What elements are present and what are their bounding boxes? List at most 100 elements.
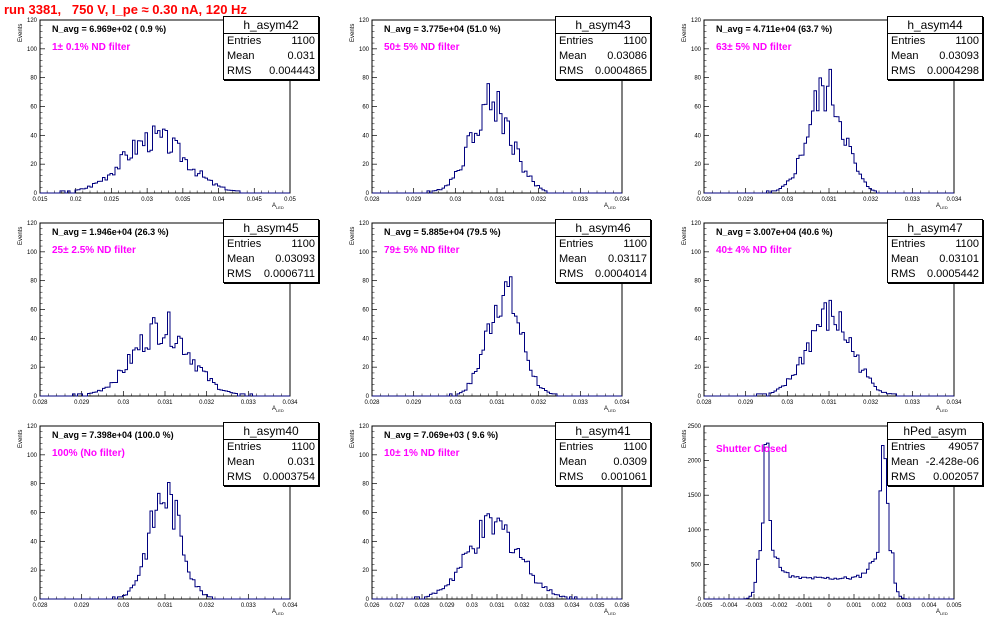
y-tick-label: 100 (27, 453, 38, 459)
stats-entries-value: 1100 (623, 238, 647, 250)
stats-entries-value: 1100 (291, 441, 315, 453)
stats-entries-value: 49057 (948, 441, 979, 453)
y-tick-label: 60 (30, 308, 37, 314)
x-tick-label: 0.03 (449, 400, 461, 406)
stats-mean-label: Mean (559, 253, 587, 265)
stats-rms-label: RMS (559, 268, 584, 280)
x-axis-subscript: LED (940, 611, 948, 617)
stats-rms-label: RMS (227, 471, 252, 483)
histogram-line (40, 125, 290, 194)
histogram-panel-h_asym41: 0.026 0.027 0.028 0.029 0.03 0.031 0.032 0.033 0… (332, 420, 662, 620)
y-tick-label: 60 (694, 105, 701, 111)
stats-mean-value: 0.0309 (613, 456, 647, 468)
x-tick-label: 0.032 (199, 603, 215, 609)
stats-rms-value: 0.001061 (601, 471, 647, 483)
stats-mean-label: Mean (891, 253, 919, 265)
histogram-name: h_asym42 (224, 17, 318, 34)
x-axis-symbol: A (604, 203, 609, 209)
x-tick-label: 0.031 (489, 603, 505, 609)
x-tick-label: 0.033 (241, 603, 257, 609)
y-tick-label: 120 (691, 221, 702, 227)
histogram-svg: 0.028 0.029 0.03 0.031 0.032 0.033 0.034 0 20 40 6… (691, 221, 962, 406)
histogram-line (40, 311, 290, 397)
stats-mean-value: 0.03093 (275, 253, 315, 265)
x-tick-label: 0.031 (489, 197, 505, 203)
filter-label: 1± 0.1% ND filter (52, 42, 131, 53)
histogram-panel-hPed_asym: -0.005 -0.004 -0.003 -0.002 -0.001 0 0.001 0.00… (664, 420, 994, 620)
stats-mean-value: 0.03093 (939, 50, 979, 62)
stats-mean-label: Mean (227, 50, 255, 62)
stats-rms-label: RMS (227, 268, 252, 280)
y-tick-label: 40 (30, 539, 37, 545)
x-tick-label: 0.028 (364, 400, 380, 406)
stats-row-rms: RMS 0.001061 (556, 470, 650, 485)
stats-entries-label: Entries (227, 441, 262, 453)
stats-rms-label: RMS (891, 65, 916, 77)
stats-mean-label: Mean (891, 50, 919, 62)
n-avg-label: N_avg = 6.969e+02 ( 0.9 %) (52, 24, 167, 34)
x-axis-symbol: A (272, 406, 277, 412)
x-axis-symbol: A (936, 406, 941, 412)
filter-label: 40± 4% ND filter (716, 245, 792, 256)
x-tick-label: 0.032 (199, 400, 215, 406)
x-tick-label: 0.033 (905, 400, 921, 406)
y-tick-label: 20 (30, 162, 37, 168)
histogram-name: h_asym45 (224, 220, 318, 237)
stats-mean-label: Mean (227, 253, 255, 265)
y-tick-label: 100 (27, 250, 38, 256)
y-axis-label: Events (18, 226, 24, 245)
x-tick-label: 0.032 (514, 603, 530, 609)
stats-row-rms: RMS 0.0006711 (224, 267, 318, 282)
y-tick-label: 20 (30, 365, 37, 371)
stats-row-mean: Mean 0.03086 (556, 49, 650, 64)
stats-entries-value: 1100 (955, 238, 979, 250)
x-tick-label: 0.028 (364, 197, 380, 203)
x-axis-subscript: LED (608, 611, 616, 617)
x-axis-symbol: A (936, 609, 941, 615)
stats-entries-label: Entries (559, 238, 594, 250)
x-tick-label: 0.04 (213, 197, 225, 203)
x-tick-label: 0.036 (614, 603, 630, 609)
n-avg-label: N_avg = 7.069e+03 ( 9.6 %) (384, 430, 499, 440)
stats-entries-label: Entries (891, 441, 926, 453)
x-axis-subscript: LED (608, 408, 616, 414)
y-tick-label: 80 (30, 482, 37, 488)
x-tick-label: 0.029 (74, 603, 90, 609)
x-axis-label: ALED (936, 609, 948, 616)
x-tick-label: 0.029 (439, 603, 455, 609)
stats-rms-value: 0.0004298 (927, 65, 979, 77)
histogram-name: h_asym46 (556, 220, 650, 237)
stats-rms-value: 0.0003754 (263, 471, 315, 483)
x-axis-symbol: A (272, 203, 277, 209)
x-tick-label: 0.004 (921, 603, 937, 609)
histogram-line (704, 442, 954, 600)
x-tick-label: 0.026 (364, 603, 380, 609)
x-axis-subscript: LED (940, 408, 948, 414)
histogram-svg: 0.028 0.029 0.03 0.031 0.032 0.033 0.034 0 20 40 6… (691, 18, 962, 203)
x-tick-label: 0.03 (117, 603, 129, 609)
x-axis-symbol: A (604, 406, 609, 412)
histogram-panel-h_asym44: 0.028 0.029 0.03 0.031 0.032 0.033 0.034 0 20 40 6… (664, 14, 994, 214)
histogram-line (372, 83, 622, 194)
x-tick-label: 0.032 (531, 197, 547, 203)
y-tick-label: 1000 (688, 528, 702, 534)
filter-label: Shutter Closed (716, 444, 788, 455)
x-tick-label: -0.001 (795, 603, 813, 609)
stats-row-rms: RMS 0.0003754 (224, 470, 318, 485)
x-tick-label: 0.03 (781, 400, 793, 406)
stats-mean-value: -2.428e-06 (925, 456, 979, 468)
x-tick-label: 0.028 (32, 400, 48, 406)
y-tick-label: 80 (694, 76, 701, 82)
x-tick-label: 0.031 (821, 197, 837, 203)
y-tick-label: 120 (27, 424, 38, 430)
stats-mean-label: Mean (559, 456, 587, 468)
x-axis-subscript: LED (276, 408, 284, 414)
stats-row-rms: RMS 0.0004865 (556, 64, 650, 79)
stats-box: h_asym44 Entries 1100 Mean 0.03093 RMS 0.00042… (887, 16, 983, 80)
histogram-panel-h_asym42: 0.015 0.02 0.025 0.03 0.035 0.04 0.045 0.05 0 20 4… (0, 14, 330, 214)
y-tick-label: 80 (362, 482, 369, 488)
y-tick-label: 120 (359, 424, 370, 430)
y-tick-label: 20 (694, 365, 701, 371)
x-tick-label: 0.034 (614, 197, 630, 203)
n-avg-label: N_avg = 1.946e+04 (26.3 %) (52, 227, 169, 237)
